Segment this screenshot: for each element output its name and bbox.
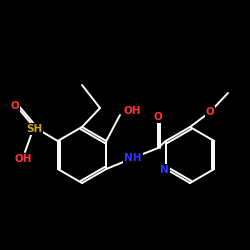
Text: SH: SH: [26, 124, 42, 134]
Text: O: O: [10, 101, 20, 111]
Text: N: N: [160, 165, 169, 175]
Text: O: O: [154, 112, 162, 122]
Text: OH: OH: [14, 154, 32, 164]
Text: OH: OH: [124, 106, 142, 116]
Text: NH: NH: [124, 153, 142, 163]
Text: O: O: [206, 107, 214, 117]
